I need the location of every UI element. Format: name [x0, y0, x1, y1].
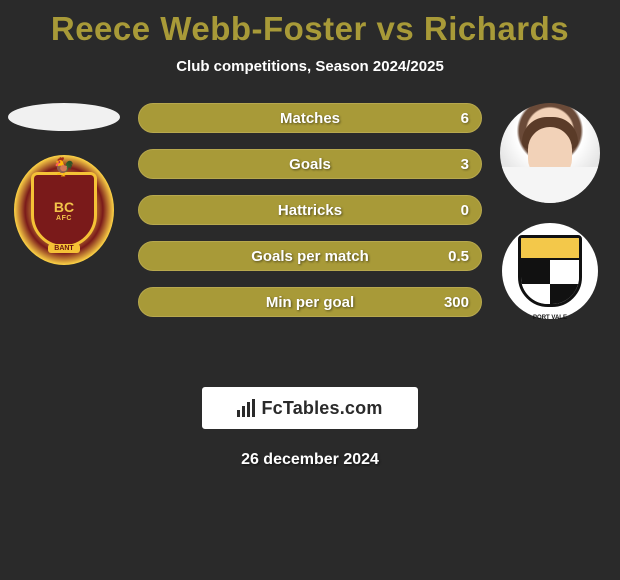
chart-icon: [237, 399, 255, 417]
stat-value-right: 6: [461, 110, 469, 127]
subtitle: Club competitions, Season 2024/2025: [0, 58, 620, 75]
branding-box[interactable]: FcTables.com: [202, 387, 418, 429]
stat-bar: Hattricks 0: [138, 195, 482, 225]
left-club-badge: 🐓 BC AFC BANT: [14, 155, 114, 265]
left-column: 🐓 BC AFC BANT: [6, 103, 122, 265]
stat-label: Min per goal: [266, 294, 354, 311]
stat-value-right: 300: [444, 294, 469, 311]
stat-bars: Matches 6 Goals 3 Hattricks 0 Goals per match 0…: [138, 103, 482, 317]
badge-initials: BC: [54, 199, 74, 215]
stat-bar: Min per goal 300: [138, 287, 482, 317]
stat-value-right: 0.5: [448, 248, 469, 265]
badge-subtext: AFC: [56, 215, 72, 222]
stat-label: Hattricks: [278, 202, 342, 219]
player-photo: [500, 103, 600, 203]
site-name: FcTables.com: [261, 398, 382, 419]
comparison-area: 🐓 BC AFC BANT Matches 6 Goals 3 Hattricks 0 Go…: [0, 103, 620, 363]
stat-value-right: 0: [461, 202, 469, 219]
date-text: 26 december 2024: [0, 451, 620, 469]
stat-label: Goals: [289, 156, 331, 173]
player-photo-placeholder: [8, 103, 120, 131]
stat-bar: Matches 6: [138, 103, 482, 133]
stat-label: Matches: [280, 110, 340, 127]
page-title: Reece Webb-Foster vs Richards: [0, 0, 620, 48]
right-column: PORT VALE: [492, 103, 608, 319]
right-club-badge: PORT VALE: [502, 223, 598, 319]
badge-banner: BANT: [48, 244, 79, 253]
stat-bar: Goals per match 0.5: [138, 241, 482, 271]
stat-bar: Goals 3: [138, 149, 482, 179]
stat-value-right: 3: [461, 156, 469, 173]
badge-club-name: PORT VALE: [533, 315, 567, 321]
stat-label: Goals per match: [251, 248, 369, 265]
rooster-icon: 🐓: [53, 157, 75, 178]
